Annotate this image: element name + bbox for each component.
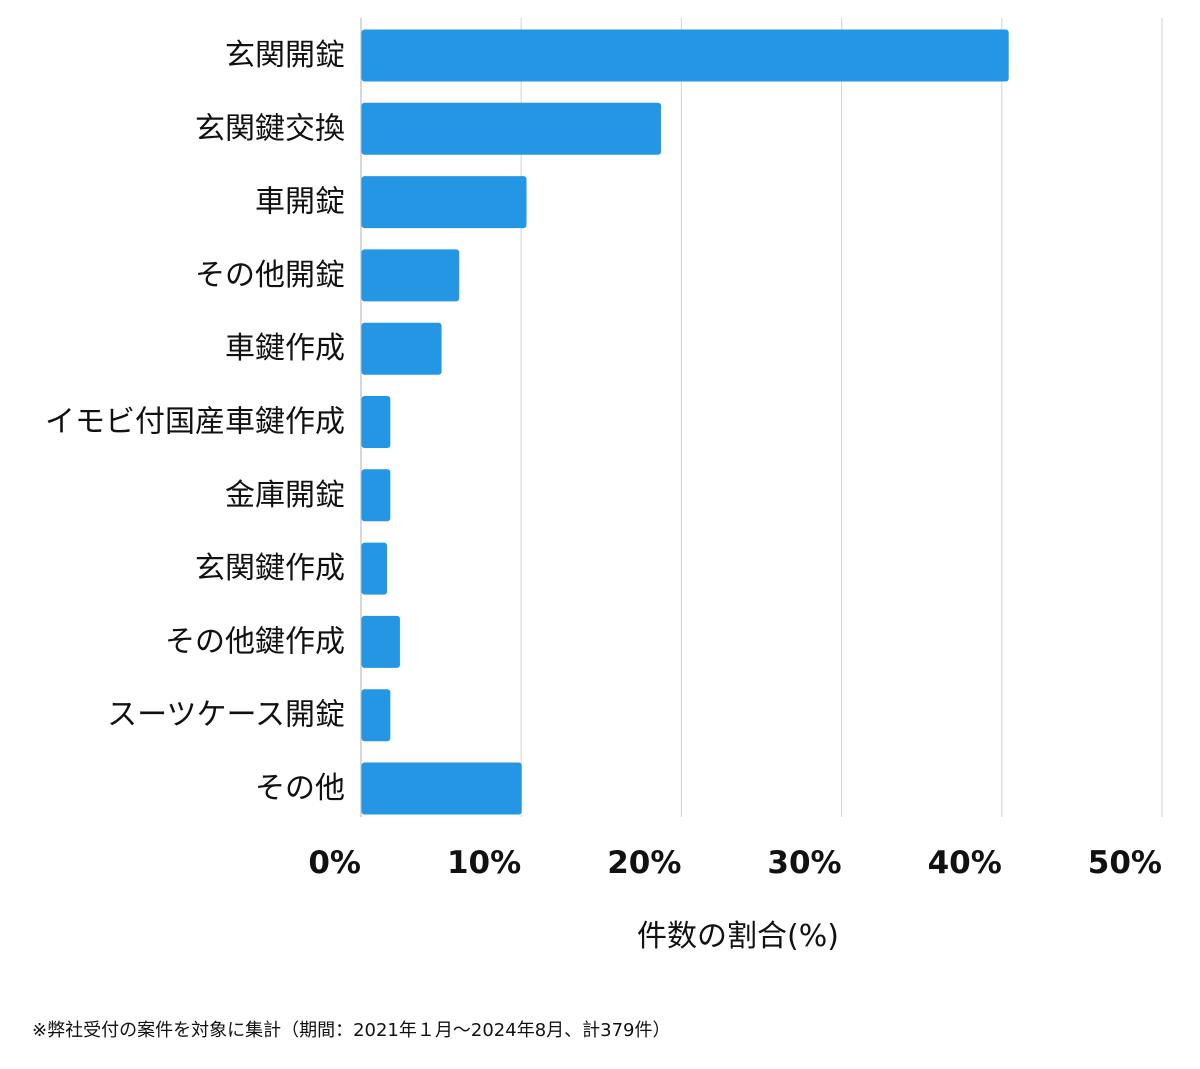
bar-6 (361, 469, 391, 522)
category-label: イモビ付国産車鍵作成 (45, 405, 345, 440)
bars (361, 29, 1009, 815)
category-label: その他鍵作成 (165, 624, 345, 659)
category-label: 玄関鍵作成 (195, 551, 345, 586)
x-tick-label: 0% (308, 845, 361, 881)
bar-9 (361, 689, 391, 742)
category-label: 車開錠 (255, 185, 345, 220)
bar-1 (361, 102, 662, 155)
bar-5 (361, 396, 391, 448)
x-axis-tick-labels: 0% 10% 20% 30% 40% 50% (308, 845, 1162, 881)
x-axis-label: 件数の割合(%) (637, 919, 839, 954)
category-label: その他 (255, 771, 345, 806)
x-tick-label: 50% (1088, 845, 1162, 881)
bar-3 (361, 249, 460, 302)
category-label: 金庫開錠 (225, 478, 345, 513)
category-label: 車鍵作成 (225, 331, 345, 366)
x-tick-label: 20% (607, 845, 681, 881)
category-label: 玄関開錠 (225, 38, 345, 73)
category-label: 玄関鍵交換 (195, 111, 345, 146)
x-tick-label: 10% (447, 845, 521, 881)
bar-2 (361, 176, 527, 229)
x-tick-label: 40% (928, 845, 1002, 881)
bar-10 (361, 762, 522, 815)
bar-7 (361, 542, 388, 595)
bar-0 (361, 29, 1009, 82)
bar-8 (361, 615, 400, 668)
category-label: その他開錠 (195, 258, 345, 293)
x-tick-label: 30% (767, 845, 841, 881)
category-labels: 玄関開錠玄関鍵交換車開錠その他開錠車鍵作成イモビ付国産車鍵作成金庫開錠玄関鍵作成… (45, 38, 345, 806)
category-label: スーツケース開錠 (107, 698, 345, 733)
bar-4 (361, 322, 442, 375)
bar-chart: 玄関開錠玄関鍵交換車開錠その他開錠車鍵作成イモビ付国産車鍵作成金庫開錠玄関鍵作成… (45, 18, 1163, 954)
footnote: ※弊社受付の案件を対象に集計（期間：2021年１月〜2024年8月、計379件） (32, 1020, 671, 1041)
